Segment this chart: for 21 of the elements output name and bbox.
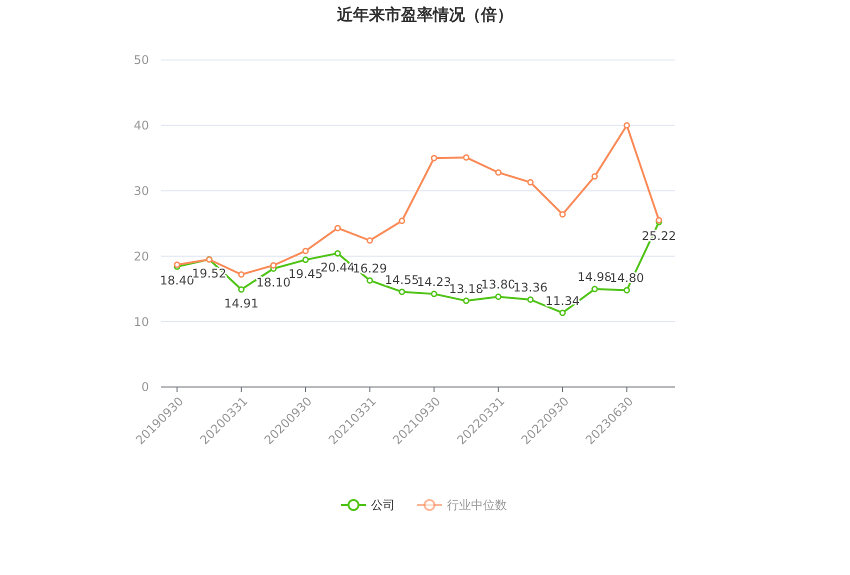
data-label: 11.34	[545, 294, 580, 308]
data-label: 13.18	[449, 282, 484, 296]
data-label: 13.36	[513, 280, 548, 295]
y-tick-label: 40	[134, 118, 149, 133]
data-label: 13.80	[481, 278, 516, 292]
y-tick-label: 20	[134, 249, 149, 264]
y-tick-label: 10	[134, 314, 149, 329]
data-label: 20.44	[320, 260, 355, 274]
y-tick-label: 50	[134, 53, 149, 68]
data-label: 19.52	[192, 266, 226, 280]
data-label: 14.91	[224, 296, 258, 310]
data-label: 18.40	[160, 274, 194, 288]
legend-label: 行业中位数	[447, 498, 507, 512]
y-tick-label: 0	[141, 380, 149, 394]
data-label: 18.10	[256, 276, 291, 290]
data-label: 14.23	[416, 274, 452, 289]
data-label: 14.55	[384, 272, 420, 287]
y-tick-label: 30	[134, 184, 149, 198]
data-label: 14.98	[578, 270, 612, 284]
legend-label: 公司	[371, 498, 395, 512]
chart-title: 近年来市盈率情况（倍）	[336, 5, 513, 24]
